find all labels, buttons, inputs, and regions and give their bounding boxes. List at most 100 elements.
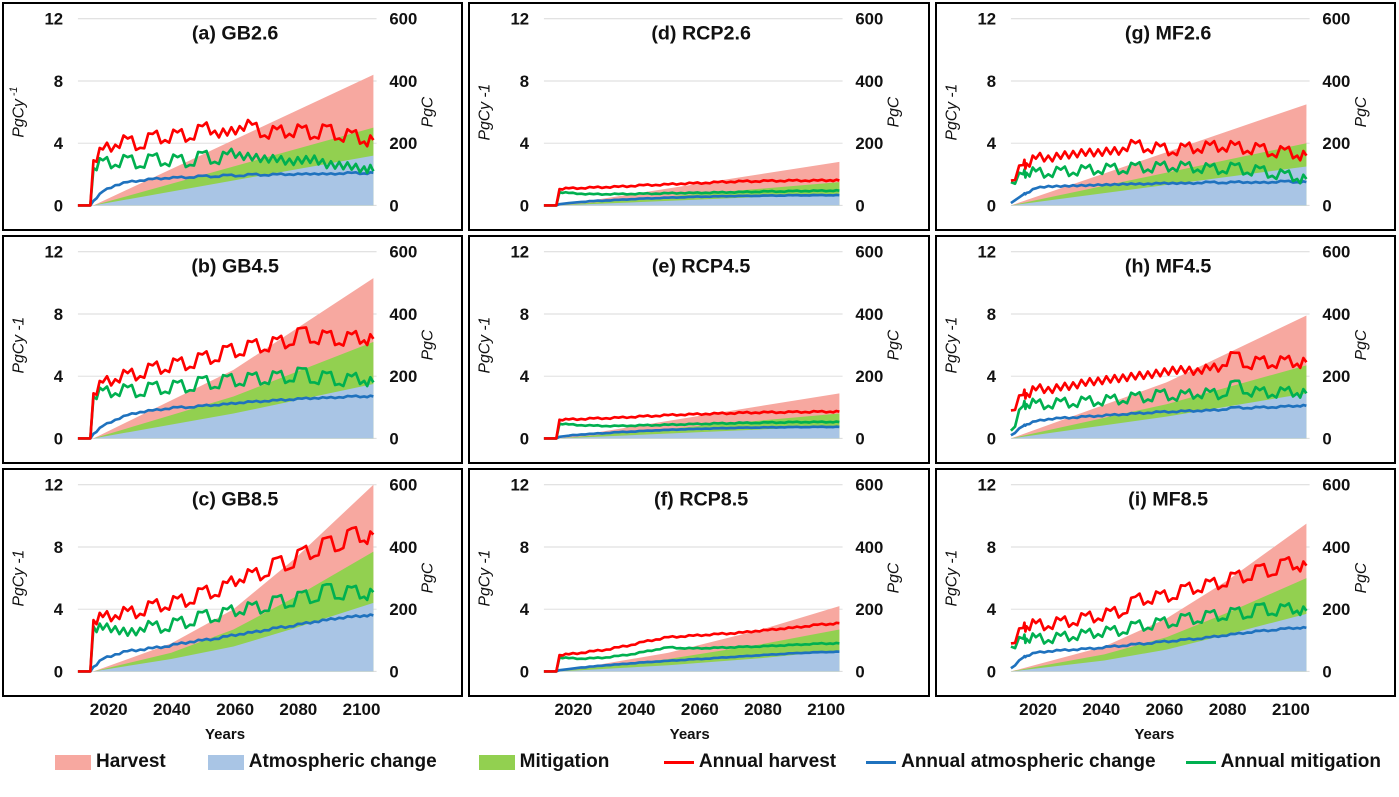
legend-label: Annual mitigation (1220, 751, 1381, 772)
svg-text:600: 600 (1322, 10, 1350, 29)
chart-panel-e: 0 4 8 12 0 200 400 600 (e) RCP4.5 PgCy -1 PgC (468, 235, 930, 464)
svg-text:8: 8 (520, 72, 529, 91)
svg-text:600: 600 (856, 10, 884, 29)
svg-text:PgCy -1: PgCy -1 (943, 317, 960, 374)
legend-label: Mitigation (519, 751, 610, 772)
svg-text:200: 200 (856, 600, 884, 619)
svg-text:0: 0 (986, 196, 995, 215)
svg-text:0: 0 (856, 429, 865, 448)
x-tick-label: 2040 (1082, 700, 1121, 719)
svg-text:(f) RCP8.5: (f) RCP8.5 (654, 488, 748, 510)
svg-text:(d) RCP2.6: (d) RCP2.6 (652, 22, 752, 44)
svg-text:400: 400 (856, 72, 884, 91)
svg-text:0: 0 (54, 196, 63, 215)
x-tick-label: 2060 (1145, 700, 1184, 719)
svg-text:400: 400 (389, 72, 417, 91)
svg-text:PgC: PgC (1352, 562, 1369, 593)
annual-harvest-line-swatch (663, 760, 694, 764)
legend-item-annual-harvest: Annual harvest (663, 751, 837, 773)
svg-text:(g) MF2.6: (g) MF2.6 (1125, 22, 1212, 44)
legend-item-annual-atmospheric-change: Annual atmospheric change (866, 751, 1156, 773)
svg-text:0: 0 (520, 429, 529, 448)
chart-grid: 0 4 8 12 0 200 400 600 (a) GB2.6 PgCy -1 PgC 0 4 8 12… (2, 2, 1396, 697)
x-tick-label: 2080 (744, 700, 782, 719)
svg-text:0: 0 (986, 662, 995, 681)
svg-text:12: 12 (44, 10, 63, 29)
x-tick-label: 2060 (216, 700, 255, 719)
svg-text:12: 12 (44, 476, 63, 495)
chart-b-svg: 0 4 8 12 0 200 400 600 (b) GB4.5 PgCy -1 PgC (11, 243, 437, 449)
legend: Harvest Atmospheric change Mitigation An… (0, 747, 1399, 783)
svg-text:12: 12 (977, 243, 996, 262)
svg-text:PgCy -1: PgCy -1 (11, 317, 28, 374)
svg-text:0: 0 (520, 662, 529, 681)
svg-text:4: 4 (520, 367, 530, 386)
svg-text:400: 400 (856, 305, 884, 324)
chart-g-svg: 0 4 8 12 0 200 400 600 (g) MF2.6 PgCy -1 PgC (943, 10, 1369, 216)
svg-text:4: 4 (520, 134, 530, 153)
svg-text:400: 400 (1322, 538, 1350, 557)
chart-panel-i: 0 4 8 12 0 200 400 600 (i) MF8.5 PgCy -1 PgC (934, 468, 1396, 697)
x-axis-col-2: Years 2020 2040 2060 2080 2100 (467, 697, 932, 747)
legend-item-annual-mitigation: Annual mitigation (1185, 751, 1381, 773)
svg-text:12: 12 (511, 476, 530, 495)
svg-text:12: 12 (511, 10, 530, 29)
svg-text:(e) RCP4.5: (e) RCP4.5 (652, 255, 751, 277)
chart-a-svg: 0 4 8 12 0 200 400 600 (a) GB2.6 PgCy -1 PgC (8, 10, 437, 216)
svg-text:0: 0 (389, 429, 398, 448)
svg-text:400: 400 (389, 538, 417, 557)
svg-text:4: 4 (986, 134, 996, 153)
svg-text:600: 600 (856, 243, 884, 262)
svg-text:(a) GB2.6: (a) GB2.6 (192, 22, 279, 44)
svg-text:PgC: PgC (886, 562, 903, 593)
svg-text:PgC: PgC (1352, 96, 1369, 127)
legend-fill-group: Harvest Atmospheric change Mitigation (55, 751, 609, 773)
svg-text:8: 8 (54, 72, 63, 91)
svg-text:0: 0 (856, 662, 865, 681)
annual-atmospheric-line-swatch (866, 760, 897, 764)
svg-text:400: 400 (1322, 305, 1350, 324)
mitigation-fill-swatch (478, 754, 515, 770)
x-axis-col-1: Years 2020 2040 2060 2080 2100 (2, 697, 467, 747)
x-tick-label: 2020 (89, 700, 128, 719)
legend-item-harvest: Harvest (55, 751, 166, 773)
svg-text:4: 4 (54, 600, 64, 619)
svg-text:PgC: PgC (420, 562, 437, 593)
harvest-fill-swatch (55, 754, 91, 770)
legend-label: Annual atmospheric change (901, 751, 1156, 772)
svg-text:0: 0 (520, 196, 529, 215)
svg-text:(c) GB8.5: (c) GB8.5 (192, 488, 279, 510)
svg-text:PgC: PgC (420, 329, 437, 360)
chart-d-svg: 0 4 8 12 0 200 400 600 (d) RCP2.6 PgCy -1 PgC (477, 10, 903, 216)
svg-text:8: 8 (520, 305, 529, 324)
svg-text:4: 4 (986, 600, 996, 619)
svg-text:200: 200 (1322, 134, 1350, 153)
chart-h-svg: 0 4 8 12 0 200 400 600 (h) MF4.5 PgCy -1 PgC (943, 243, 1369, 449)
svg-text:8: 8 (986, 72, 995, 91)
svg-text:200: 200 (1322, 367, 1350, 386)
legend-label: Annual harvest (698, 751, 837, 772)
svg-text:4: 4 (54, 367, 64, 386)
svg-text:0: 0 (1322, 196, 1331, 215)
x-axis-title: Years (669, 726, 710, 743)
svg-text:12: 12 (44, 243, 63, 262)
chart-f-svg: 0 4 8 12 0 200 400 600 (f) RCP8.5 PgCy -1 PgC (477, 476, 903, 682)
chart-panel-c: 0 4 8 12 0 200 400 600 (c) GB8.5 PgCy -1 PgC (2, 468, 464, 697)
svg-text:8: 8 (986, 305, 995, 324)
svg-text:400: 400 (1322, 72, 1350, 91)
x-tick-label: 2020 (554, 700, 593, 719)
svg-text:PgCy -1: PgCy -1 (8, 87, 28, 138)
chart-panel-h: 0 4 8 12 0 200 400 600 (h) MF4.5 PgCy -1 PgC (934, 235, 1396, 464)
svg-text:200: 200 (389, 600, 417, 619)
x-axis-title: Years (1134, 726, 1175, 743)
svg-text:400: 400 (856, 538, 884, 557)
svg-text:4: 4 (520, 600, 530, 619)
svg-text:600: 600 (389, 10, 417, 29)
chart-panel-g: 0 4 8 12 0 200 400 600 (g) MF2.6 PgCy -1 PgC (934, 2, 1396, 231)
svg-text:PgC: PgC (886, 96, 903, 127)
svg-text:PgCy -1: PgCy -1 (477, 550, 494, 607)
svg-text:12: 12 (977, 10, 996, 29)
svg-text:4: 4 (986, 367, 996, 386)
annual-mitigation-line-swatch (1185, 760, 1216, 764)
svg-text:0: 0 (389, 662, 398, 681)
